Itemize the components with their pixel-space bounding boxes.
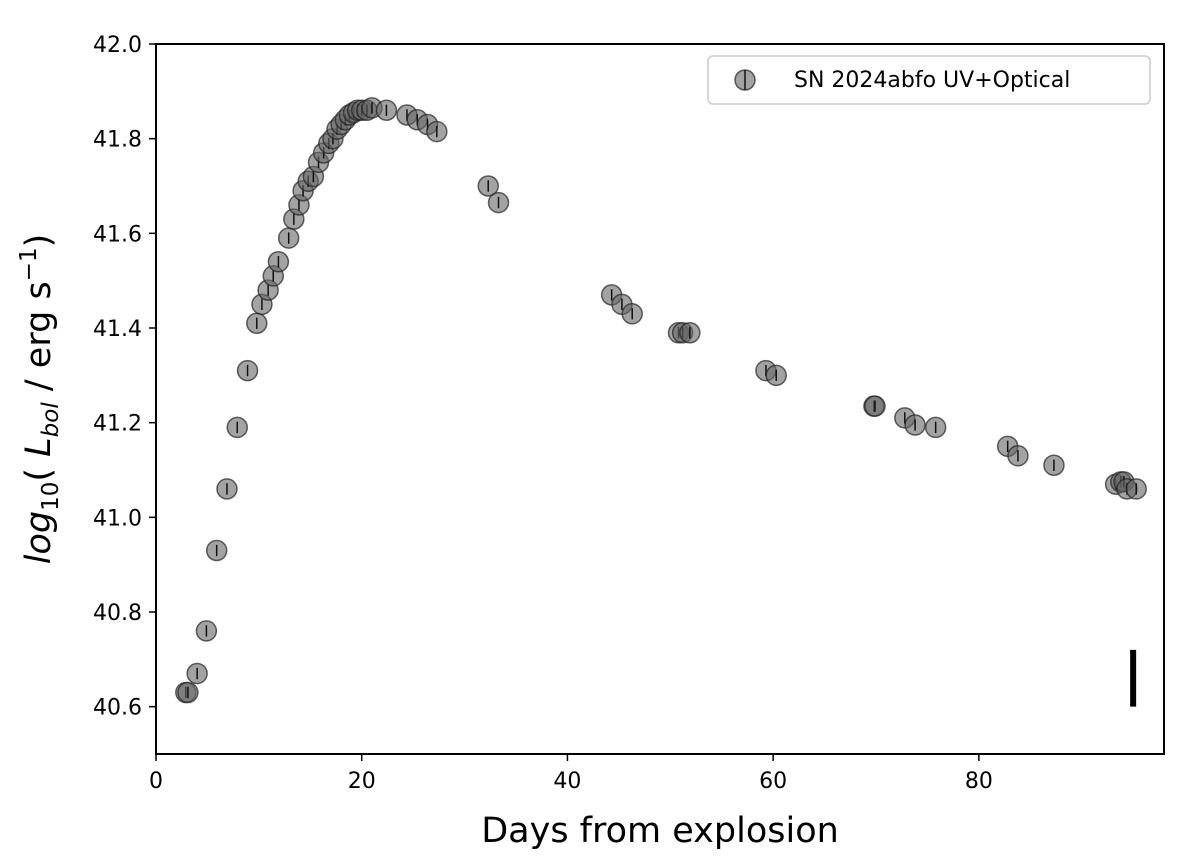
- y-axis-title-open: (: [19, 457, 59, 482]
- x-tick-label: 40: [553, 769, 581, 794]
- x-tick-label: 20: [348, 769, 376, 794]
- x-tick-label: 80: [965, 769, 993, 794]
- y-tick-label: 41.6: [93, 222, 142, 247]
- x-tick-label: 0: [149, 769, 163, 794]
- legend: SN 2024abfo UV+Optical: [707, 55, 1151, 105]
- axes-frame: [155, 43, 1165, 755]
- y-tick-label: 40.6: [93, 696, 142, 721]
- y-tick-label: 42.0: [93, 33, 142, 58]
- y-axis-title-unit-sup: −1: [16, 247, 42, 281]
- series-points: [175, 97, 1147, 704]
- y-tick-label: 41.4: [93, 317, 142, 342]
- y-tick-label: 41.2: [93, 412, 142, 437]
- y-tick-label: 40.8: [93, 601, 142, 626]
- y-axis-title-prefix: log: [19, 511, 59, 564]
- y-axis-title-l: L: [19, 437, 59, 457]
- y-tick-label: 41.0: [93, 506, 142, 531]
- y-axis-title-close: ): [19, 234, 59, 248]
- y-axis-title: log10( Lbol / erg s−1): [16, 234, 64, 564]
- y-axis-title-unit: / erg s: [19, 281, 59, 402]
- legend-label: SN 2024abfo UV+Optical: [794, 68, 1070, 93]
- y-axis-title-l-sub: bol: [38, 402, 64, 438]
- x-axis: 0 20 40 60 80: [149, 754, 993, 794]
- legend-box: [707, 55, 1151, 105]
- y-axis: 40.6 40.8 41.0 41.2 41.4 41.6 41.8 42.0: [93, 33, 156, 721]
- y-tick-label: 41.8: [93, 128, 142, 153]
- y-axis-title-prefix-sub: 10: [38, 482, 64, 511]
- x-axis-title: Days from explosion: [481, 811, 839, 851]
- plot-area: [175, 97, 1147, 707]
- x-tick-label: 60: [759, 769, 787, 794]
